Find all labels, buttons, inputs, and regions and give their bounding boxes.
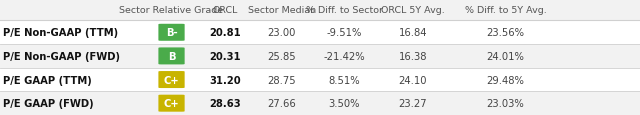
Text: 20.31: 20.31 <box>209 52 241 61</box>
Text: P/E Non-GAAP (TTM): P/E Non-GAAP (TTM) <box>3 28 118 38</box>
Text: 23.27: 23.27 <box>399 98 427 108</box>
Bar <box>0 21 640 45</box>
Text: P/E Non-GAAP (FWD): P/E Non-GAAP (FWD) <box>3 52 120 61</box>
Text: 25.85: 25.85 <box>268 52 296 61</box>
Text: C+: C+ <box>164 98 179 108</box>
Text: 8.51%: 8.51% <box>328 75 360 85</box>
Text: Sector Relative Grade: Sector Relative Grade <box>120 6 223 15</box>
Text: 23.03%: 23.03% <box>487 98 524 108</box>
Text: 23.00: 23.00 <box>268 28 296 38</box>
Text: 23.56%: 23.56% <box>486 28 525 38</box>
Text: 29.48%: 29.48% <box>486 75 525 85</box>
Text: % Diff. to Sector: % Diff. to Sector <box>306 6 383 15</box>
Text: P/E GAAP (TTM): P/E GAAP (TTM) <box>3 75 92 85</box>
Text: % Diff. to 5Y Avg.: % Diff. to 5Y Avg. <box>465 6 547 15</box>
Text: ORCL 5Y Avg.: ORCL 5Y Avg. <box>381 6 445 15</box>
Text: Sector Median: Sector Median <box>248 6 316 15</box>
Bar <box>0 68 640 92</box>
Text: 24.01%: 24.01% <box>486 52 525 61</box>
Text: 28.63: 28.63 <box>209 98 241 108</box>
Text: 20.81: 20.81 <box>209 28 241 38</box>
Text: B-: B- <box>166 28 177 38</box>
Text: 16.38: 16.38 <box>399 52 427 61</box>
FancyBboxPatch shape <box>159 95 184 112</box>
FancyBboxPatch shape <box>159 25 184 41</box>
Text: 28.75: 28.75 <box>268 75 296 85</box>
Text: B: B <box>168 52 175 61</box>
Text: 3.50%: 3.50% <box>328 98 360 108</box>
Text: 24.10: 24.10 <box>399 75 427 85</box>
Text: C+: C+ <box>164 75 179 85</box>
FancyBboxPatch shape <box>159 71 184 88</box>
Bar <box>0 45 640 68</box>
Text: -9.51%: -9.51% <box>326 28 362 38</box>
Text: 16.84: 16.84 <box>399 28 427 38</box>
FancyBboxPatch shape <box>159 48 184 65</box>
Text: -21.42%: -21.42% <box>323 52 365 61</box>
Text: 31.20: 31.20 <box>209 75 241 85</box>
Text: ORCL: ORCL <box>212 6 238 15</box>
Text: 27.66: 27.66 <box>268 98 296 108</box>
Text: P/E GAAP (FWD): P/E GAAP (FWD) <box>3 98 94 108</box>
Bar <box>0 92 640 115</box>
